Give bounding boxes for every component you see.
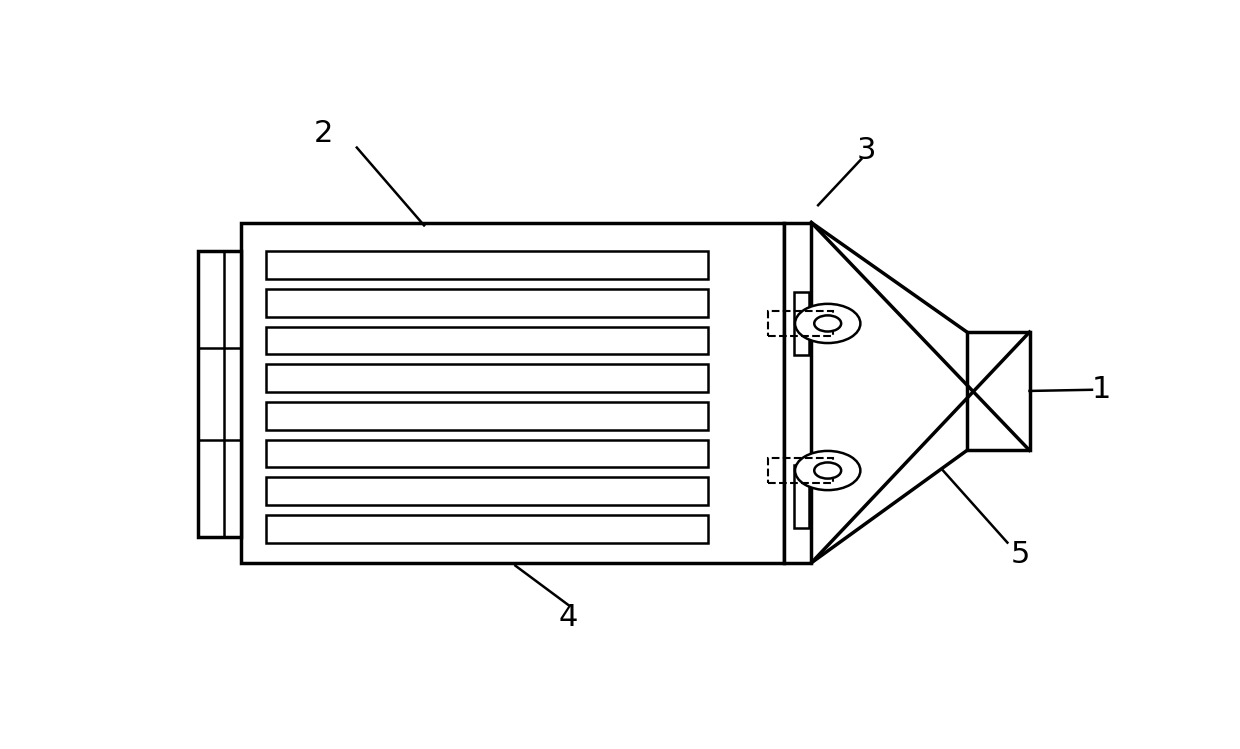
Bar xyxy=(242,222,785,562)
Circle shape xyxy=(815,315,841,332)
Bar xyxy=(198,252,242,537)
Bar xyxy=(265,515,708,542)
Circle shape xyxy=(795,304,861,343)
Circle shape xyxy=(795,451,861,490)
Bar xyxy=(265,252,708,279)
Bar xyxy=(785,222,811,562)
Bar xyxy=(265,364,708,392)
Text: 1: 1 xyxy=(1092,375,1111,404)
Bar xyxy=(265,477,708,505)
Bar xyxy=(967,332,1029,450)
Bar xyxy=(265,289,708,317)
Bar xyxy=(265,402,708,430)
Text: 2: 2 xyxy=(314,118,332,148)
Text: 4: 4 xyxy=(558,603,578,632)
Bar xyxy=(794,464,810,528)
Bar xyxy=(265,440,708,467)
Bar xyxy=(768,311,833,336)
Circle shape xyxy=(815,462,841,479)
Text: 3: 3 xyxy=(857,136,875,165)
Bar xyxy=(768,458,833,483)
Bar xyxy=(265,327,708,354)
Bar xyxy=(794,292,810,355)
Text: 5: 5 xyxy=(1011,539,1029,568)
